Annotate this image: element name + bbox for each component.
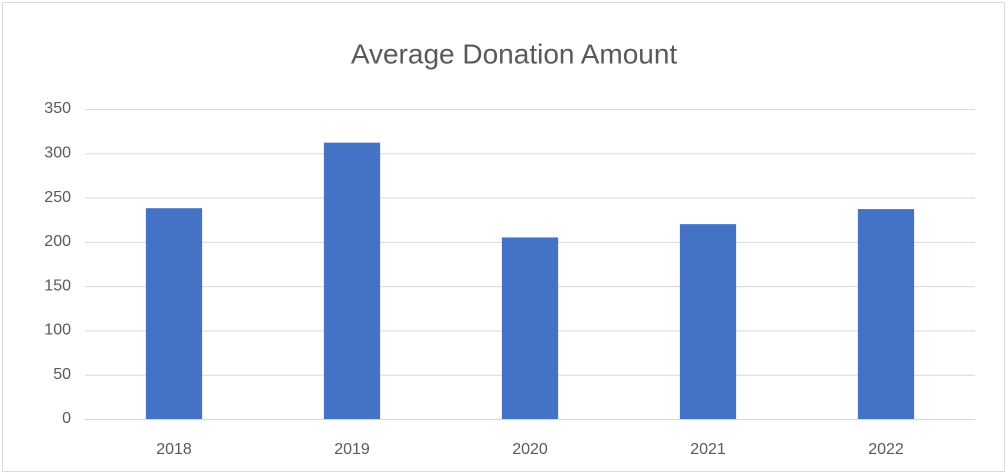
y-tick-label: 100: [44, 322, 71, 339]
y-tick-label: 0: [62, 410, 71, 427]
x-tick-label: 2020: [512, 441, 548, 458]
y-tick-label: 50: [53, 366, 71, 383]
x-tick-label: 2018: [156, 441, 192, 458]
x-tick-label: 2022: [868, 441, 904, 458]
y-tick-label: 300: [44, 145, 71, 162]
bar: [323, 142, 381, 419]
bar: [857, 209, 915, 419]
y-tick-label: 250: [44, 189, 71, 206]
y-tick-label: 350: [44, 100, 71, 117]
x-tick-label: 2021: [690, 441, 726, 458]
chart-title: Average Donation Amount: [351, 38, 678, 69]
y-tick-label: 200: [44, 233, 71, 250]
x-tick-label: 2019: [334, 441, 370, 458]
bar: [679, 224, 737, 419]
bar: [145, 208, 203, 419]
y-tick-label: 150: [44, 277, 71, 294]
bar: [501, 237, 559, 419]
